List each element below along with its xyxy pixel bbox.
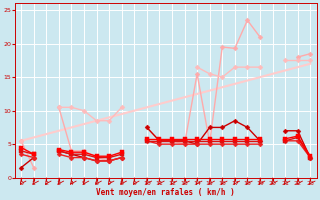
- X-axis label: Vent moyen/en rafales ( km/h ): Vent moyen/en rafales ( km/h ): [96, 188, 235, 197]
